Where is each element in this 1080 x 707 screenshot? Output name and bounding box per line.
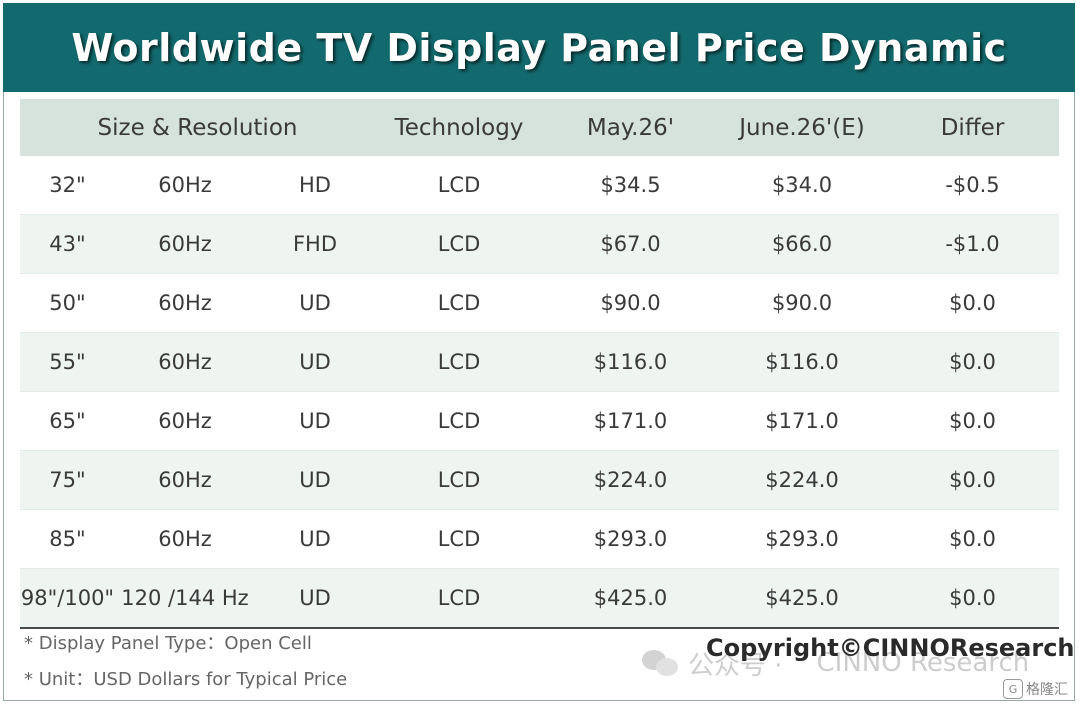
cell-june-price: $293.0 (765, 527, 839, 551)
header-may: May.26' (586, 114, 675, 141)
cell-resolution: UD (299, 527, 331, 551)
header-technology: Technology (394, 114, 524, 141)
cell-size: 55" (49, 350, 86, 374)
cell-technology: LCD (437, 291, 481, 315)
table-row: 65" 60Hz UD LCD $171.0 $171.0 $0.0 (20, 392, 1059, 451)
header-june: June.26'(E) (739, 114, 865, 141)
cell-refresh-rate: 60Hz (158, 468, 212, 492)
cell-may-price: $116.0 (593, 350, 668, 374)
cell-differ: $0.0 (949, 350, 996, 374)
cell-refresh-rate: 60Hz (158, 291, 212, 315)
cell-june-price: $425.0 (765, 586, 839, 610)
cell-may-price: $67.0 (600, 232, 661, 256)
cell-resolution: UD (299, 350, 331, 374)
cell-differ: $0.0 (949, 586, 996, 610)
watermark-en: CINNO Research (816, 648, 1030, 678)
cell-resolution: FHD (292, 232, 338, 256)
cell-size: 65" (49, 409, 86, 433)
chart-title: Worldwide TV Display Panel Price Dynamic (71, 25, 1007, 70)
cell-resolution: UD (299, 468, 331, 492)
cell-differ: $0.0 (949, 468, 996, 492)
cell-refresh-rate: 60Hz (158, 173, 212, 197)
cell-technology: LCD (437, 527, 481, 551)
table-row: 55" 60Hz UD LCD $116.0 $116.0 $0.0 (20, 333, 1059, 392)
cell-may-price: $293.0 (593, 527, 668, 551)
cell-may-price: $34.5 (600, 173, 661, 197)
table-row: 43" 60Hz FHD LCD $67.0 $66.0 -$1.0 (20, 215, 1059, 274)
cell-may-price: $425.0 (593, 586, 668, 610)
cell-june-price: $66.0 (771, 232, 833, 256)
cell-size: 32" (49, 173, 86, 197)
cell-june-price: $90.0 (771, 291, 833, 315)
price-table: Size & Resolution Technology May.26' Jun… (20, 99, 1059, 629)
cell-size: 50" (49, 291, 86, 315)
cell-resolution: UD (299, 291, 331, 315)
cell-differ: -$0.5 (945, 173, 1000, 197)
cell-differ: $0.0 (949, 527, 996, 551)
table-row: 98"/100" 120 /144 Hz UD LCD $425.0 $425.0 $0.0 (20, 569, 1059, 629)
watermark-cn: 公众号 · (688, 650, 783, 681)
cell-june-price: $224.0 (765, 468, 839, 492)
cell-june-price: $116.0 (765, 350, 839, 374)
corner-logo: G 格隆汇 (1003, 679, 1068, 699)
cell-differ: $0.0 (949, 409, 996, 433)
cell-differ: $0.0 (949, 291, 996, 315)
cell-size: 85" (49, 527, 86, 551)
header-differ: Differ (940, 114, 1005, 141)
corner-logo-icon: G (1003, 679, 1023, 699)
cell-june-price: $171.0 (765, 409, 839, 433)
cell-refresh-rate: 60Hz (158, 527, 212, 551)
cell-technology: LCD (437, 409, 481, 433)
cell-may-price: $171.0 (593, 409, 668, 433)
table-row: 75" 60Hz UD LCD $224.0 $224.0 $0.0 (20, 451, 1059, 510)
cell-size: 43" (49, 232, 86, 256)
cell-resolution: UD (299, 409, 331, 433)
table-row: 85" 60Hz UD LCD $293.0 $293.0 $0.0 (20, 510, 1059, 569)
cell-technology: LCD (437, 468, 481, 492)
table-row: 50" 60Hz UD LCD $90.0 $90.0 $0.0 (20, 274, 1059, 333)
cell-june-price: $34.0 (771, 173, 833, 197)
notes: * Display Panel Type：Open Cell * Unit：US… (24, 626, 347, 698)
cell-resolution: UD (299, 586, 331, 610)
cell-differ: -$1.0 (945, 232, 1000, 256)
cell-technology: LCD (437, 173, 481, 197)
cell-may-price: $90.0 (600, 291, 661, 315)
title-bar: Worldwide TV Display Panel Price Dynamic (3, 3, 1075, 92)
note-unit: * Unit：USD Dollars for Typical Price (24, 669, 348, 690)
note-panel-type: * Display Panel Type：Open Cell (24, 633, 312, 654)
cell-refresh-rate: 120 /144 Hz (121, 586, 249, 610)
cell-refresh-rate: 60Hz (158, 232, 212, 256)
cell-refresh-rate: 60Hz (158, 350, 212, 374)
cell-refresh-rate: 60Hz (158, 409, 212, 433)
cell-size: 98"/100" (20, 586, 115, 610)
header-size-resolution: Size & Resolution (97, 114, 298, 141)
cell-technology: LCD (437, 586, 481, 610)
copyright: Copyright©CINNOResearch (706, 634, 1075, 662)
watermark: 公众号 · CINNO Research (642, 645, 1029, 681)
wechat-icon (642, 648, 678, 678)
cell-size: 75" (49, 468, 86, 492)
table-body: 32" 60Hz HD LCD $34.5 $34.0 -$0.5 43" 60Hz FHD LCD… (20, 156, 1059, 629)
cell-technology: LCD (437, 232, 481, 256)
table-header: Size & Resolution Technology May.26' Jun… (20, 99, 1059, 156)
cell-resolution: HD (299, 173, 331, 197)
corner-logo-text: 格隆汇 (1026, 682, 1068, 698)
table-row: 32" 60Hz HD LCD $34.5 $34.0 -$0.5 (20, 156, 1059, 215)
cell-may-price: $224.0 (593, 468, 668, 492)
cell-technology: LCD (437, 350, 481, 374)
